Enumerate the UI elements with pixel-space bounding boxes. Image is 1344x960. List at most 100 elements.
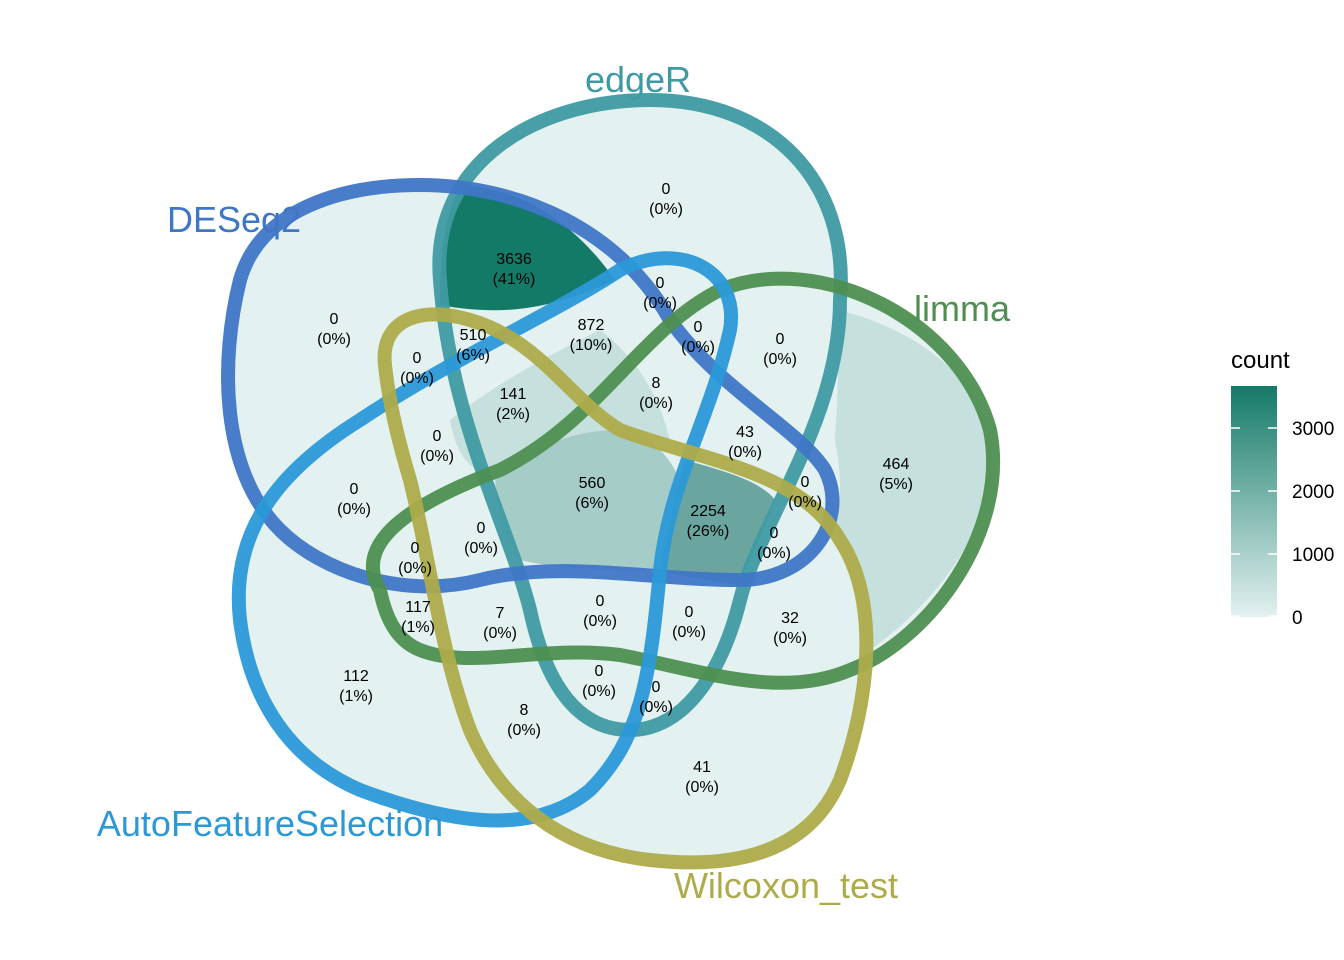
region-fill-edgeR-DESeq2 [440,185,615,311]
legend-ticks [1231,427,1277,617]
svg-text:2254: 2254 [690,503,726,520]
region-label: 0 (0%) [643,275,677,312]
svg-text:(0%): (0%) [685,779,719,796]
region-label: 41 (0%) [685,759,719,796]
svg-text:(10%): (10%) [570,337,613,354]
svg-text:(0%): (0%) [507,722,541,739]
region-label: 0 (0%) [763,331,797,368]
svg-text:8: 8 [520,702,529,719]
svg-text:0: 0 [350,481,359,498]
region-label: 8 (0%) [507,702,541,739]
svg-text:560: 560 [579,475,606,492]
svg-text:0: 0 [330,311,339,328]
region-label: 0 (0%) [317,311,351,348]
region-label: 32 (0%) [773,610,807,647]
svg-text:0: 0 [776,331,785,348]
svg-text:(0%): (0%) [773,630,807,647]
set-outlines [221,93,1001,870]
legend-tick-label: 1000 [1292,545,1334,566]
set-outline-DESeq2 [221,178,840,594]
svg-text:(0%): (0%) [643,295,677,312]
svg-text:(0%): (0%) [420,448,454,465]
svg-text:(0%): (0%) [639,699,673,716]
legend-tick-label: 2000 [1292,482,1334,503]
region-label: 7 (0%) [483,605,517,642]
region-label: 112 (1%) [339,668,373,705]
svg-text:(0%): (0%) [757,545,791,562]
svg-text:0: 0 [433,428,442,445]
svg-text:112: 112 [343,668,369,685]
svg-text:0: 0 [596,593,605,610]
svg-text:0: 0 [770,525,779,542]
region-label: 2254 (26%) [687,503,730,540]
region-label: 43 (0%) [728,424,762,461]
region-label: 0 (0%) [583,593,617,630]
region-label: 0 (0%) [649,181,683,218]
svg-text:(0%): (0%) [649,201,683,218]
set-outline-limma [366,271,1001,690]
svg-text:(0%): (0%) [583,613,617,630]
svg-text:(2%): (2%) [496,406,530,423]
legend-colorbar [1231,386,1277,617]
svg-text:(0%): (0%) [788,494,822,511]
svg-text:0: 0 [413,350,422,367]
svg-text:(26%): (26%) [687,523,730,540]
region-label: 117 (1%) [401,599,435,636]
svg-text:(0%): (0%) [398,560,432,577]
svg-text:0: 0 [595,663,604,680]
svg-text:(1%): (1%) [401,619,435,636]
svg-text:(0%): (0%) [464,540,498,557]
region-fill-five-way [660,460,775,585]
svg-text:0: 0 [801,474,810,491]
svg-text:3636: 3636 [496,251,532,268]
svg-text:32: 32 [781,610,799,627]
legend-tick-label: 3000 [1292,419,1334,440]
svg-text:117: 117 [405,599,431,616]
region-fill-mid-band [450,330,670,472]
region-label: 510 (6%) [456,327,490,364]
svg-text:0: 0 [685,604,694,621]
set-label-DESeq2: DESeq2 [167,199,301,240]
svg-text:(0%): (0%) [317,331,351,348]
region-label: 8 (0%) [639,375,673,412]
svg-text:(0%): (0%) [681,339,715,356]
svg-text:(0%): (0%) [400,370,434,387]
region-label: 141 (2%) [496,386,530,423]
svg-text:(0%): (0%) [728,444,762,461]
set-outline-wilcoxon [377,307,874,870]
svg-text:0: 0 [662,181,671,198]
svg-text:(6%): (6%) [456,347,490,364]
svg-text:0: 0 [656,275,665,292]
svg-text:(0%): (0%) [582,683,616,700]
svg-text:0: 0 [652,679,661,696]
region-label: 0 (0%) [788,474,822,511]
region-label: 0 (0%) [672,604,706,641]
svg-text:(5%): (5%) [879,476,913,493]
region-label: 0 (0%) [582,663,616,700]
region-label: 0 (0%) [398,540,432,577]
region-label: 0 (0%) [337,481,371,518]
svg-text:41: 41 [693,759,711,776]
region-label: 3636 (41%) [493,251,536,288]
set-labels: edgeR DESeq2 limma AutoFeatureSelection … [97,59,1011,906]
region-label: 0 (0%) [681,319,715,356]
region-fill-limma-only [830,310,992,650]
svg-text:43: 43 [736,424,754,441]
svg-text:0: 0 [477,520,486,537]
region-label: 464 (5%) [879,456,913,493]
svg-text:(1%): (1%) [339,688,373,705]
intersection-fills [440,185,992,650]
svg-text:0: 0 [694,319,703,336]
svg-text:0: 0 [411,540,420,557]
svg-text:(0%): (0%) [672,624,706,641]
set-outline-edgeR [432,93,848,737]
svg-text:510: 510 [460,327,487,344]
svg-text:(0%): (0%) [337,501,371,518]
legend-tick-label: 0 [1292,608,1303,629]
svg-text:7: 7 [496,605,505,622]
svg-text:(0%): (0%) [763,351,797,368]
region-label: 560 (6%) [575,475,609,512]
svg-text:8: 8 [652,375,661,392]
set-label-edgeR: edgeR [585,59,691,100]
